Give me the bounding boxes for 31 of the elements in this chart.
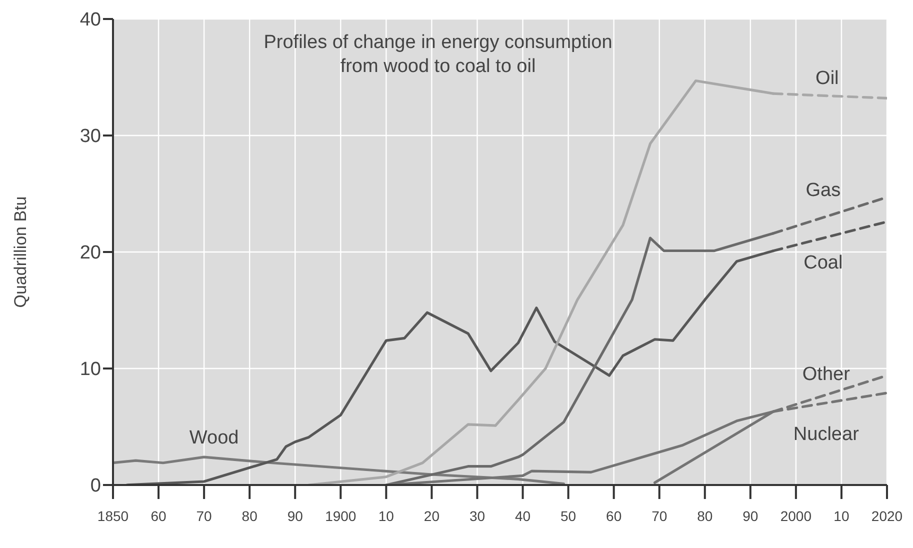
y-tick-label: 20 — [80, 242, 101, 264]
x-tick-label: 20 — [424, 508, 440, 524]
x-tick-label: 40 — [514, 508, 531, 524]
x-tick-label: 90 — [287, 508, 304, 524]
y-axis-title: Quadrillion Btu — [11, 196, 30, 308]
x-tick-label: 2000 — [780, 508, 812, 524]
series-label: Coal — [804, 252, 843, 274]
y-tick-label: 40 — [80, 10, 101, 31]
text: Oil — [816, 68, 839, 90]
text: Profiles of change in energy consumption from wood to coal to oil — [264, 32, 612, 77]
x-tick-label: 70 — [196, 508, 212, 524]
x-tick-label: 2020 — [871, 508, 903, 524]
x-tick-label: 70 — [652, 508, 668, 524]
y-tick-label: 10 — [80, 359, 101, 380]
series-label: Nuclear — [793, 424, 860, 446]
x-tick-label: 90 — [742, 508, 758, 524]
x-tick-label: 50 — [560, 508, 576, 524]
x-tick-label: 80 — [697, 508, 713, 524]
x-tick-label: 1900 — [325, 508, 356, 524]
text: Other — [802, 364, 851, 386]
y-tick-label: 30 — [80, 126, 101, 148]
series-label: Wood — [189, 428, 239, 449]
x-tick-label: 30 — [469, 508, 486, 524]
x-tick-label: 1850 — [97, 508, 129, 524]
y-tick-label: 0 — [90, 476, 101, 497]
x-tick-label: 10 — [834, 508, 850, 524]
x-tick-label: 60 — [150, 508, 167, 524]
x-tick-label: 10 — [378, 508, 394, 524]
x-tick-label: 60 — [606, 508, 622, 524]
x-tick-label: 80 — [242, 508, 258, 524]
text: Gas — [806, 180, 841, 201]
